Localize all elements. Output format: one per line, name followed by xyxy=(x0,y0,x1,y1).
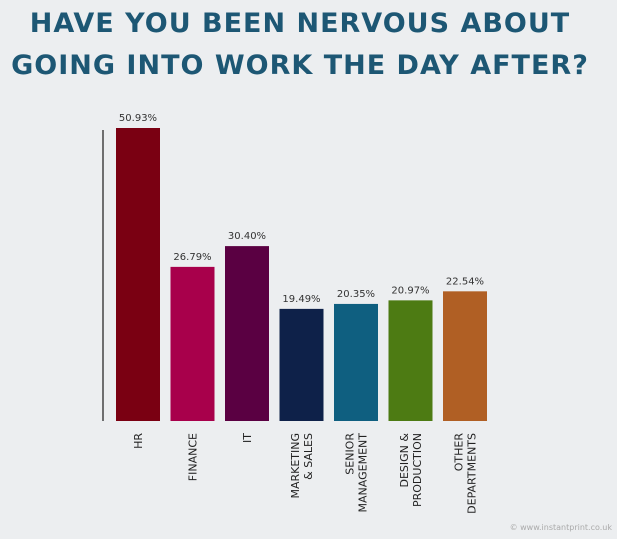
bar xyxy=(225,246,269,421)
value-label: 26.79% xyxy=(173,252,211,263)
x-tick-label: FINANCE xyxy=(187,433,200,481)
bar xyxy=(279,308,324,421)
bar xyxy=(170,266,215,421)
x-tick-label: MARKETING& SALES xyxy=(289,433,315,499)
bar xyxy=(116,128,160,421)
bar xyxy=(334,303,378,421)
value-label: 20.97% xyxy=(391,285,429,296)
watermark: © www.instantprint.co.uk xyxy=(510,523,613,532)
bar xyxy=(388,300,433,421)
value-label: 30.40% xyxy=(228,231,266,242)
bar xyxy=(443,291,487,421)
chart-title: GOING INTO WORK THE DAY AFTER? xyxy=(11,50,589,81)
chart-title: HAVE YOU BEEN NERVOUS ABOUT xyxy=(30,8,570,39)
value-label: 19.49% xyxy=(282,294,320,305)
x-tick-label: OTHERDEPARTMENTS xyxy=(453,433,479,514)
value-label: 20.35% xyxy=(337,289,375,300)
x-tick-label: IT xyxy=(241,433,254,443)
x-tick-label: SENIORMANAGEMENT xyxy=(344,433,370,513)
x-tick-label: HR xyxy=(132,433,145,449)
value-label: 22.54% xyxy=(446,276,484,287)
x-tick-label: DESIGN &PRODUCTION xyxy=(398,433,424,507)
value-label: 50.93% xyxy=(119,113,157,124)
